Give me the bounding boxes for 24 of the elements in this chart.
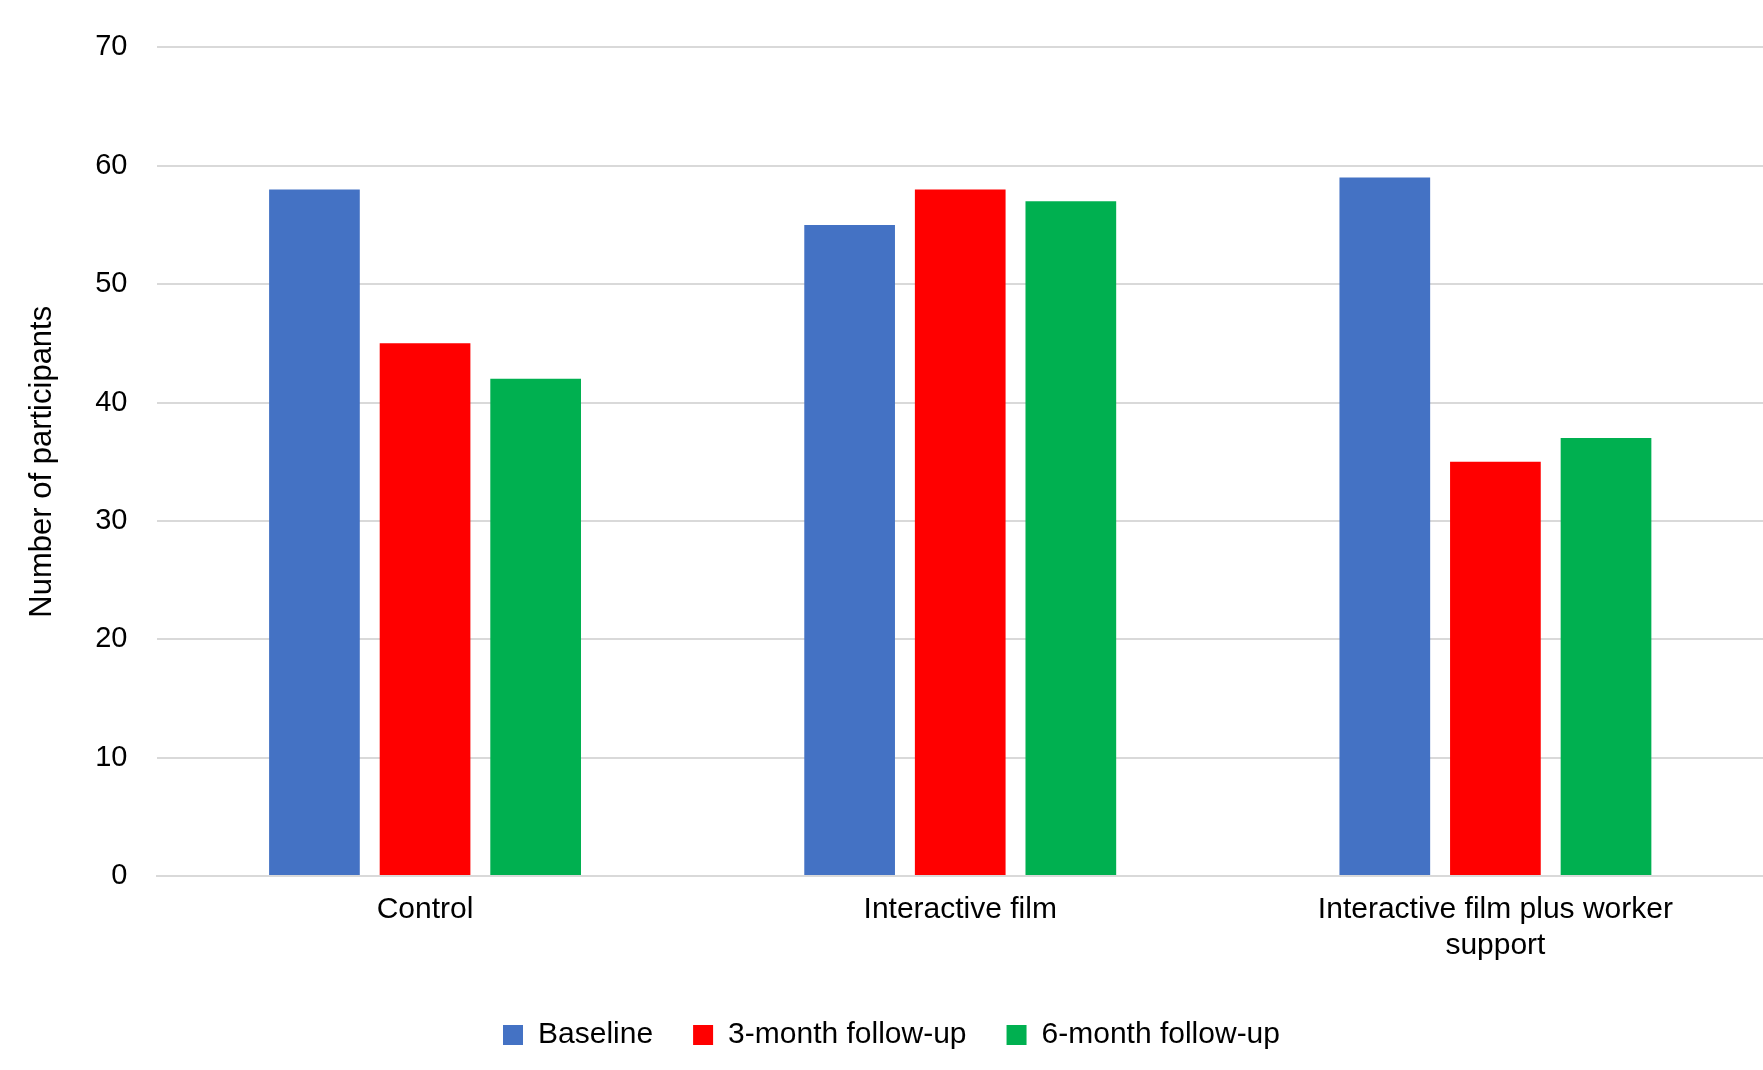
y-tick-label: 70 xyxy=(95,29,128,62)
legend-label: Baseline xyxy=(538,1016,654,1050)
x-tick-label: Interactive film xyxy=(863,891,1057,925)
y-tick-label: 60 xyxy=(95,147,128,180)
y-tick-label: 20 xyxy=(95,621,128,654)
bar xyxy=(1560,438,1652,875)
legend-label: 6-month follow-up xyxy=(1041,1016,1280,1050)
x-tick-label: Interactive film plus worker support xyxy=(1317,891,1673,961)
bar xyxy=(379,343,471,875)
legend-label: 3-month follow-up xyxy=(728,1016,967,1050)
y-tick-label: 10 xyxy=(95,739,128,772)
y-tick-label: 0 xyxy=(111,858,128,890)
bar xyxy=(914,189,1006,875)
bar xyxy=(804,224,895,875)
y-tick-label: 30 xyxy=(95,502,128,535)
bar xyxy=(1339,177,1431,875)
y-tick-label: 50 xyxy=(95,266,128,299)
y-tick-label: 40 xyxy=(95,384,128,417)
bar xyxy=(1025,201,1117,875)
y-axis-title: Number of participants xyxy=(23,305,59,618)
bar xyxy=(490,378,581,875)
x-tick-label: Control xyxy=(376,891,474,925)
bar xyxy=(1450,461,1541,875)
bar xyxy=(269,189,360,875)
